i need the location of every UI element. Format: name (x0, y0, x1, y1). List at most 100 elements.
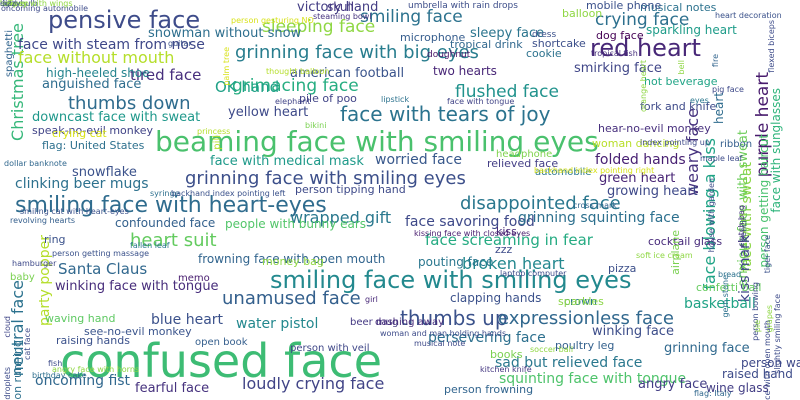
cloud-word: sparkling heart (646, 23, 737, 37)
cloud-word: thought balloon (266, 67, 330, 76)
cloud-word: eyes (690, 96, 709, 105)
cloud-word: snowflake (72, 165, 137, 180)
cloud-word: balloon (562, 7, 603, 20)
cloud-word: cloud (3, 316, 12, 338)
cloud-word: oncoming automobile (1, 4, 89, 13)
cloud-word: disappointed face (460, 193, 621, 214)
cloud-word: smiling face (360, 7, 463, 27)
cloud-word: backhand index pointing left (171, 189, 286, 198)
cloud-word: spaghetti (4, 30, 15, 78)
cloud-word: confetti ball (696, 281, 762, 294)
cloud-word: tropical fish (591, 49, 638, 58)
cloud-word: girl (365, 295, 378, 304)
cloud-word: umbrella with rain drops (408, 1, 518, 11)
cloud-word: smiling face with heart-eyes (15, 193, 327, 218)
cloud-word: fish (48, 359, 63, 368)
cloud-word: persevering face (428, 330, 546, 346)
cloud-word: worried face (375, 152, 462, 168)
cloud-word: slightly smiling face (773, 294, 782, 374)
cloud-word: waving hand (45, 312, 116, 325)
cloud-word: face with tears of joy (340, 102, 551, 126)
cloud-word: speak-no-evil monkey (32, 124, 153, 137)
cloud-word: palm tree (222, 47, 231, 86)
cloud-word: flushed face (455, 82, 559, 102)
cloud-word: heart suit (130, 230, 217, 251)
cloud-word: pie (753, 320, 762, 333)
cloud-word: crying cat (52, 127, 107, 140)
cloud-word: lipstick (381, 95, 410, 104)
cloud-word: dog face (596, 29, 644, 42)
cloud-word: headphone (496, 149, 553, 160)
cloud-word: clapping hands (450, 291, 542, 305)
cloud-word: revolving hearts (10, 216, 76, 225)
cloud-word: sparkles (558, 295, 604, 308)
cloud-word: automobile (535, 167, 592, 178)
cloud-word: tiger face (763, 235, 772, 274)
cloud-word: sleeping face (262, 17, 376, 37)
cloud-word: tired face (130, 66, 202, 84)
cloud-word: dashing away (375, 317, 445, 328)
cloud-word: money bag (262, 255, 324, 268)
cloud-word: ribbon (720, 139, 753, 150)
cloud-word: thumbs up (400, 306, 508, 330)
cloud-word: person running (11, 340, 24, 400)
cloud-word: bikini (305, 121, 327, 130)
cloud-word: face with sunglasses (769, 88, 783, 213)
cloud-word: maple leaf (700, 154, 743, 163)
cloud-word: flexed biceps (767, 20, 776, 73)
cloud-word: pill (212, 135, 223, 150)
cloud-word: loudly crying face (242, 374, 385, 393)
cloud-word: backhand index pointing right (534, 166, 655, 175)
cloud-word: grinning face with big eyes (235, 42, 479, 63)
cloud-word: pig face (712, 85, 744, 94)
cloud-word: clinking beer mugs (15, 176, 149, 192)
cloud-word: flag: Italy (694, 389, 732, 398)
cloud-word: grimacing face (232, 76, 359, 96)
cloud-word: baby (10, 272, 35, 283)
cloud-word: beaming face with smiling eyes (155, 125, 599, 158)
cloud-word: ring (44, 233, 66, 246)
cloud-word: dollar banknote (4, 159, 67, 168)
cloud-word: kiss (496, 225, 517, 238)
cloud-word: musical notes (640, 1, 717, 14)
cloud-word: water pistol (236, 316, 319, 332)
cloud-word: broken heart (462, 254, 565, 273)
cloud-word: guitar (168, 39, 192, 48)
cloud-word: yellow heart (228, 105, 309, 120)
cloud-word: steaming bowl (313, 12, 372, 21)
cloud-word: tropical drink (450, 38, 523, 51)
cloud-word: cross mark (573, 201, 617, 210)
cloud-word: blue heart (151, 312, 224, 328)
cloud-word: bread (718, 270, 742, 279)
cloud-word: unamused face (222, 288, 361, 309)
cloud-word: people with bunny ears (225, 217, 367, 231)
cloud-word: face with tongue (447, 97, 515, 106)
cloud-word: mobile phone (586, 0, 662, 12)
cloud-word: light bulb (0, 0, 38, 8)
cloud-word: kissing face with closed eyes (414, 229, 531, 238)
cloud-word: grinning face with smiling eyes (185, 168, 466, 189)
cloud-word: basketball (684, 296, 756, 312)
cloud-word: pile of poo (299, 92, 357, 105)
cloud-word: angry face with horns (52, 365, 140, 374)
cloud-word: soccer ball (530, 345, 574, 354)
cloud-word: relieved face (487, 157, 559, 170)
cloud-word: hear-no-evil monkey (598, 122, 711, 135)
cloud-word: smiling face with smiling eyes (270, 266, 632, 294)
cloud-word: sleepy face (470, 26, 545, 41)
cloud-word: shortcake (532, 37, 586, 50)
cloud-word: skull (327, 0, 355, 14)
cloud-word: snowman without snow (148, 26, 302, 41)
cloud-word: sad but relieved face (495, 355, 643, 371)
cloud-word: hamburger (12, 259, 57, 268)
cloud-word: person walking (741, 356, 800, 370)
cloud-word: face with medical mask (210, 154, 364, 169)
cloud-word: memo (178, 273, 210, 284)
cloud-word: oncoming fist (35, 373, 131, 389)
cloud-word: frowning face with open mouth (198, 252, 386, 266)
cloud-word: dress (532, 30, 557, 40)
cloud-word: woman dancing (592, 137, 680, 150)
cloud-word: house with garden (707, 178, 716, 253)
cloud-word: anguished face (42, 77, 142, 92)
